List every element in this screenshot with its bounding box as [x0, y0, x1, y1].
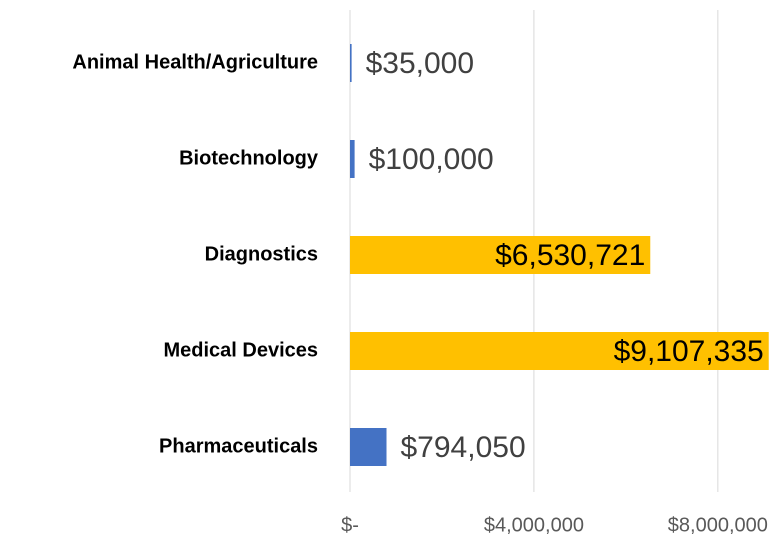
bar [350, 428, 387, 466]
x-tick-label: $4,000,000 [484, 514, 584, 536]
category-label: Diagnostics [205, 243, 318, 265]
x-tick-label: $8,000,000 [668, 514, 768, 536]
bar [350, 236, 651, 274]
category-label: Medical Devices [163, 339, 318, 361]
value-label: $9,107,335 [614, 335, 764, 368]
bar [350, 140, 355, 178]
value-label: $100,000 [369, 143, 494, 176]
value-label: $35,000 [366, 47, 474, 80]
category-label: Biotechnology [179, 147, 319, 169]
value-label: $6,530,721 [495, 239, 645, 272]
value-label: $794,050 [401, 431, 526, 464]
bar [350, 44, 352, 82]
x-tick-label: $- [341, 514, 359, 536]
bar [350, 332, 769, 370]
category-label: Animal Health/Agriculture [72, 51, 318, 73]
category-label: Pharmaceuticals [159, 435, 318, 457]
